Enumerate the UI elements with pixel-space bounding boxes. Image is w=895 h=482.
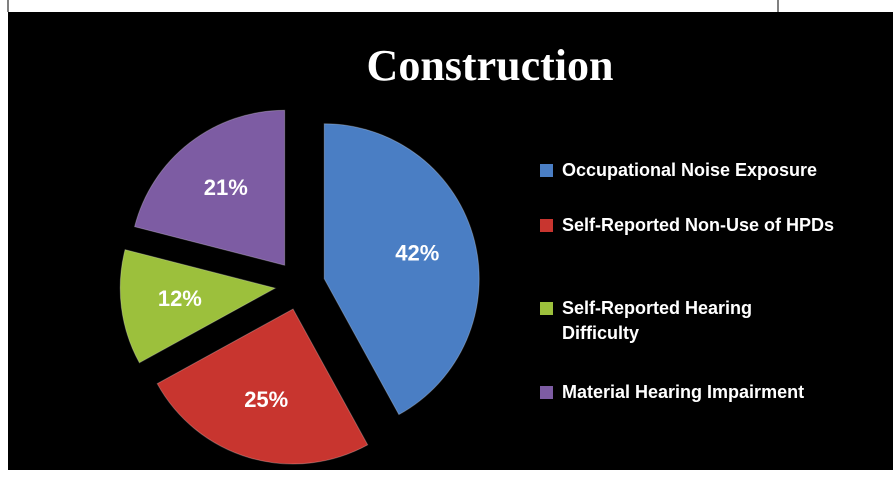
legend-label: Material Hearing Impairment: [562, 382, 805, 402]
chart-title: Construction: [367, 41, 614, 90]
legend-item: Occupational Noise Exposure: [540, 158, 895, 183]
legend-item: Material Hearing Impairment: [540, 380, 895, 405]
data-label: 21%: [204, 175, 248, 200]
legend-swatch: [540, 386, 553, 399]
data-label: 25%: [244, 387, 288, 412]
legend-label: Occupational Noise Exposure: [562, 160, 818, 180]
pie-slice: [133, 109, 286, 266]
legend-item: Self-Reported Hearing Difficulty: [540, 296, 812, 346]
legend-item: Self-Reported Non-Use of HPDs: [540, 213, 842, 238]
legend-swatch: [540, 219, 553, 232]
legend-swatch: [540, 302, 553, 315]
legend-label: Self-Reported Hearing Difficulty: [562, 298, 753, 343]
legend-swatch: [540, 164, 553, 177]
data-label: 12%: [158, 286, 202, 311]
legend-label: Self-Reported Non-Use of HPDs: [562, 215, 835, 235]
data-label: 42%: [395, 241, 439, 266]
pie-slice: [323, 123, 480, 416]
pie-slice: [119, 248, 277, 364]
pie-slice: [156, 308, 369, 465]
